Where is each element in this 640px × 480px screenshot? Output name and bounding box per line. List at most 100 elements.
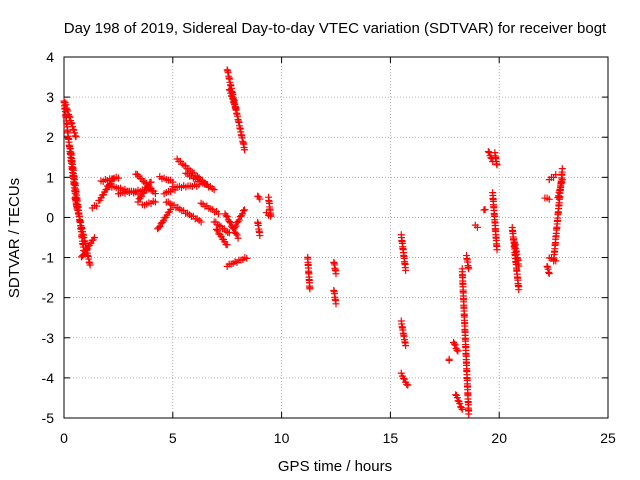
y-tick-label: -5	[42, 410, 55, 426]
data-point	[267, 211, 275, 219]
data-point	[210, 186, 218, 194]
data-point	[235, 216, 243, 224]
data-point	[229, 95, 237, 103]
chart-title: Day 198 of 2019, Sidereal Day-to-day VTE…	[64, 20, 607, 37]
y-tick-labels: 4 3 2 1 0 -1 -2 -3 -4 -5	[42, 49, 55, 426]
data-point	[453, 394, 461, 402]
series-arc-b6	[134, 178, 155, 206]
x-tick-label: 25	[600, 430, 616, 446]
data-point	[558, 165, 566, 173]
data-point	[82, 246, 90, 254]
data-point	[234, 218, 242, 226]
data-point	[180, 161, 188, 169]
data-point	[215, 221, 223, 229]
data-point	[156, 222, 164, 230]
series-arc-g1	[304, 253, 314, 293]
data-point	[223, 241, 231, 249]
data-point	[72, 133, 80, 141]
series-arc-j1	[471, 221, 481, 231]
data-point	[66, 113, 74, 121]
series-arc-h2	[397, 317, 410, 350]
data-point	[515, 286, 523, 294]
data-point	[450, 340, 458, 348]
data-point	[68, 120, 76, 128]
y-tick-label: -2	[42, 290, 55, 306]
data-point	[226, 219, 234, 227]
x-tick-label: 20	[491, 430, 507, 446]
data-point	[545, 269, 553, 277]
data-point	[151, 190, 159, 198]
data-point	[256, 195, 264, 203]
data-point	[241, 146, 249, 154]
y-tick-label: 3	[46, 89, 54, 105]
data-point	[114, 174, 122, 182]
series-arc-d1	[197, 199, 222, 218]
data-point	[256, 232, 264, 240]
x-tick-label: 15	[383, 430, 399, 446]
data-point	[493, 161, 501, 169]
data-point	[332, 270, 340, 278]
data-point	[69, 125, 77, 133]
axis-ticks	[63, 56, 609, 419]
y-tick-label: 2	[46, 129, 54, 145]
data-point	[232, 105, 240, 113]
data-point	[397, 369, 405, 377]
data-point	[493, 246, 501, 254]
data-point	[552, 171, 560, 179]
series-arc-c7	[182, 169, 218, 194]
x-tick-label: 5	[169, 430, 177, 446]
x-axis-label: GPS time / hours	[278, 458, 392, 475]
data-point	[134, 198, 142, 206]
series-arc-l6	[554, 176, 566, 201]
series-arc-a2	[61, 99, 80, 141]
series-arc-a4	[71, 194, 94, 269]
series-arc-b7	[138, 197, 159, 209]
series-arc-a6	[88, 202, 101, 212]
plot-frame	[63, 56, 609, 419]
data-point	[238, 210, 246, 218]
series-arc-k2	[510, 238, 523, 270]
data-point	[83, 245, 91, 253]
data-point	[402, 266, 410, 274]
data-point	[90, 234, 98, 242]
data-point	[151, 198, 159, 206]
series-arc-j5	[489, 189, 501, 254]
x-tick-label: 0	[60, 430, 68, 446]
data-point	[80, 251, 88, 259]
data-point	[197, 218, 205, 226]
series-arc-f2	[254, 192, 264, 203]
data-point	[401, 375, 409, 383]
data-point	[456, 400, 464, 408]
data-points	[60, 66, 566, 418]
series-arc-h1	[397, 231, 410, 274]
data-point	[227, 92, 235, 100]
series-arc-a5	[77, 234, 98, 261]
data-point	[147, 178, 155, 186]
data-point	[63, 105, 71, 113]
data-point	[545, 195, 553, 203]
series-arc-j4	[491, 149, 501, 169]
data-point	[457, 404, 465, 412]
series-arc-f1	[254, 218, 264, 240]
y-tick-label: -4	[42, 370, 55, 386]
data-point	[233, 231, 241, 239]
data-point	[65, 112, 73, 120]
series-arc-c2	[156, 173, 177, 186]
data-point	[231, 101, 239, 109]
data-point	[138, 192, 146, 200]
data-point	[403, 380, 411, 388]
data-point	[465, 265, 473, 273]
data-point	[64, 107, 72, 115]
data-point	[458, 405, 466, 413]
grid-lines	[64, 57, 608, 418]
data-point	[231, 104, 239, 112]
data-point	[214, 210, 222, 218]
data-point	[451, 341, 459, 349]
series-arc-l2	[543, 262, 553, 277]
data-point	[243, 254, 251, 262]
y-tick-label: 1	[46, 169, 54, 185]
data-point	[71, 129, 79, 137]
data-point	[240, 207, 248, 215]
data-point	[558, 176, 566, 184]
series-arc-i1	[445, 355, 453, 364]
